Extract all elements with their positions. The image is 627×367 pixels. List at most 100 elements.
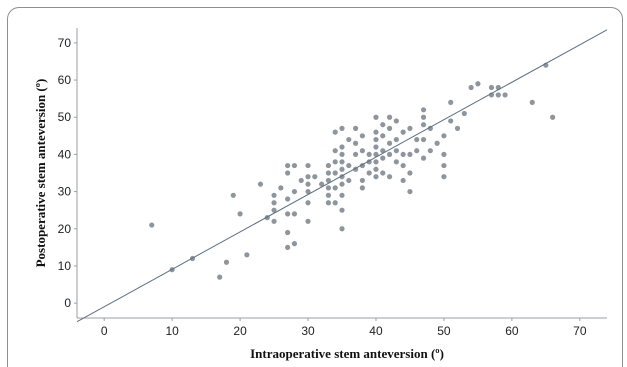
data-point [427, 125, 433, 131]
data-point [366, 170, 372, 176]
data-point [271, 192, 277, 198]
data-point [149, 222, 155, 228]
data-points [149, 62, 556, 280]
data-point [380, 148, 386, 154]
data-point [332, 159, 338, 165]
data-point [291, 211, 298, 217]
data-point [441, 162, 447, 169]
y-tick-label: 30 [58, 185, 72, 199]
data-point [386, 151, 393, 158]
data-point [386, 125, 393, 131]
data-point [407, 188, 413, 195]
data-point [285, 244, 291, 250]
data-point [332, 185, 338, 191]
data-point [339, 192, 345, 198]
data-point [305, 200, 311, 206]
data-point [285, 162, 291, 169]
data-point [427, 148, 433, 154]
data-point [448, 118, 454, 124]
data-point [393, 148, 399, 154]
data-point [339, 166, 345, 172]
data-point [502, 92, 508, 98]
data-point [380, 155, 386, 161]
y-tick-label: 60 [58, 73, 72, 87]
data-point [298, 177, 304, 184]
data-point [400, 129, 406, 135]
data-point [325, 192, 332, 198]
data-point [223, 259, 230, 265]
data-point [373, 136, 379, 143]
data-point [400, 177, 406, 184]
data-point [305, 174, 311, 180]
data-point [420, 114, 427, 120]
y-tick-label: 20 [58, 222, 72, 236]
x-tick-label: 0 [101, 324, 108, 338]
data-point [393, 159, 399, 165]
data-point [305, 188, 311, 195]
data-point [346, 136, 352, 143]
data-point [407, 151, 413, 158]
data-point [359, 185, 365, 191]
data-point [400, 151, 406, 158]
data-point [434, 140, 440, 146]
data-point [373, 114, 379, 120]
data-point [359, 177, 365, 184]
x-tick-label: 50 [437, 324, 451, 338]
data-point [373, 151, 379, 158]
data-point [339, 151, 345, 158]
data-point [414, 148, 420, 154]
data-point [325, 162, 332, 169]
data-point [332, 200, 338, 206]
data-point [291, 162, 298, 169]
data-point [305, 218, 311, 224]
x-tick-label: 40 [369, 324, 383, 338]
data-point [386, 174, 393, 180]
data-point [325, 170, 332, 176]
y-tick-label: 40 [58, 147, 72, 161]
data-point [230, 192, 236, 198]
data-point [271, 200, 277, 206]
data-point [420, 136, 427, 143]
data-point [339, 125, 345, 131]
data-point [373, 159, 379, 165]
tick-labels: 0 10 20 30 40 50 60 70 0 10 20 30 40 50 60 70 [58, 36, 587, 338]
data-point [380, 122, 386, 128]
data-point [352, 151, 359, 158]
x-axis-label: Intraoperative stem anteversion (º) [250, 346, 444, 361]
data-point [271, 218, 277, 224]
data-point [373, 174, 379, 180]
data-point [285, 196, 291, 202]
x-tick-label: 70 [573, 324, 587, 338]
axes [76, 28, 607, 319]
data-point [285, 229, 291, 236]
data-point [332, 148, 338, 154]
data-point [407, 125, 413, 131]
data-point [420, 122, 427, 128]
data-point [373, 129, 379, 135]
y-tick-label: 0 [64, 296, 71, 310]
x-tick-label: 10 [165, 324, 179, 338]
data-point [366, 151, 372, 158]
data-point [352, 140, 359, 146]
data-point [339, 181, 345, 187]
data-point [217, 274, 223, 280]
data-point [346, 162, 352, 169]
data-point [380, 133, 386, 139]
data-point [461, 110, 467, 117]
data-point [257, 181, 264, 187]
data-point [386, 140, 393, 146]
data-point [393, 118, 399, 124]
data-point [244, 252, 250, 258]
data-point [441, 151, 447, 158]
y-tick-label: 70 [58, 36, 72, 50]
data-point [475, 81, 481, 87]
data-point [420, 107, 427, 113]
data-point [291, 241, 298, 247]
data-point [488, 84, 495, 91]
data-point [407, 170, 413, 176]
data-point [339, 207, 345, 213]
data-point [339, 226, 345, 232]
x-tick-label: 20 [233, 324, 247, 338]
data-point [441, 174, 447, 180]
